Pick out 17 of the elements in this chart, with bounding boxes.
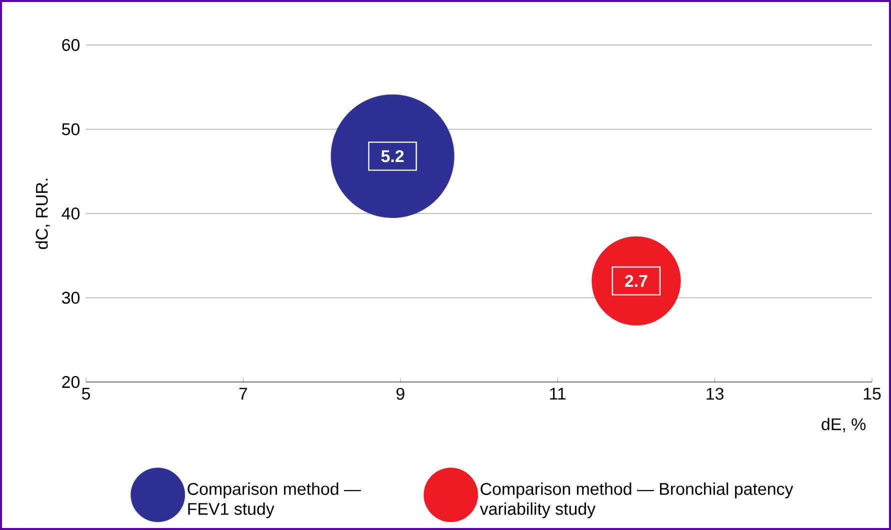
legend-label: Comparison method — FEV1 study [188, 482, 361, 518]
x-tick-label: 15 [864, 388, 881, 400]
legend-label: Comparison method — Bronchial patency variability study [480, 482, 794, 518]
y-tick-label: 20 [62, 376, 80, 388]
data-label: 5.2 [381, 150, 404, 162]
y-tick-label: 50 [62, 123, 80, 136]
y-tick-label: 60 [62, 38, 80, 51]
y-tick-label: 30 [62, 292, 80, 304]
x-tick-label: 11 [550, 388, 566, 400]
x-tick-label: 9 [396, 388, 404, 400]
y-tick-label: 40 [62, 207, 80, 220]
y-axis-title: dC, RUR. [35, 178, 50, 249]
x-tick-label: 5 [82, 388, 90, 400]
x-tick-label: 7 [239, 388, 248, 400]
x-axis-title: dE, % [822, 418, 866, 432]
data-label: 2.7 [625, 274, 648, 287]
x-tick-label: 13 [706, 388, 724, 400]
